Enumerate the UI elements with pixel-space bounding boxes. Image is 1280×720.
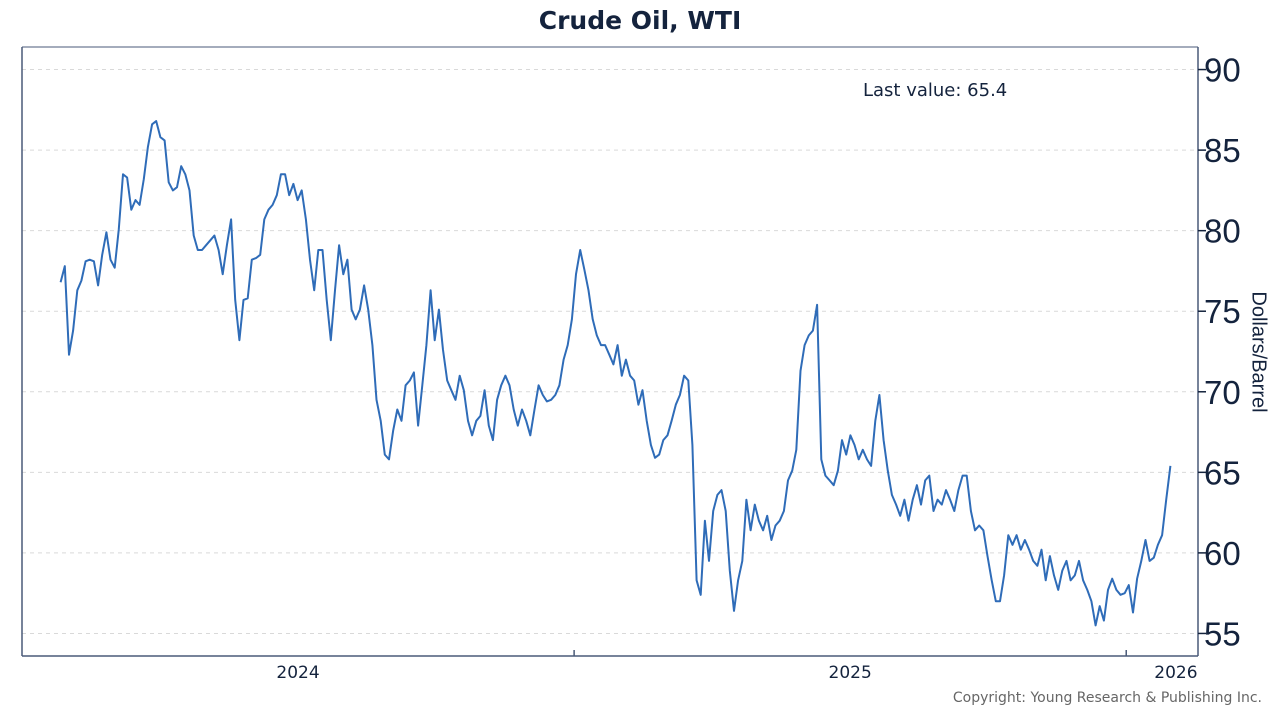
- y-axis-label: Dollars/Barrel: [1247, 291, 1270, 413]
- series-line-wti: [59, 120, 1172, 627]
- copyright-text: Copyright: Young Research & Publishing I…: [952, 690, 1262, 706]
- y-tick-label: 85: [1204, 132, 1241, 169]
- x-tick-label: 2025: [829, 663, 872, 683]
- y-tick-label: 55: [1204, 615, 1241, 652]
- axes: 2024 2025 2026: [21, 46, 1199, 683]
- y-tick-label: 60: [1204, 535, 1241, 572]
- y-ticks: 55 60 65 70 75 80 85 90: [1198, 52, 1241, 652]
- y-tick-label: 80: [1204, 213, 1241, 250]
- y-tick-label: 75: [1204, 293, 1241, 330]
- last-value-annotation: Last value: 65.4: [863, 80, 1008, 101]
- y-tick-label: 70: [1204, 374, 1241, 411]
- gridlines: [22, 69, 1198, 634]
- y-tick-label: 90: [1204, 52, 1241, 89]
- chart-title: Crude Oil, WTI: [538, 6, 742, 35]
- y-tick-label: 65: [1204, 454, 1241, 491]
- x-tick-label: 2026: [1154, 663, 1197, 683]
- series-group: [59, 120, 1172, 627]
- x-tick-label: 2024: [276, 663, 319, 683]
